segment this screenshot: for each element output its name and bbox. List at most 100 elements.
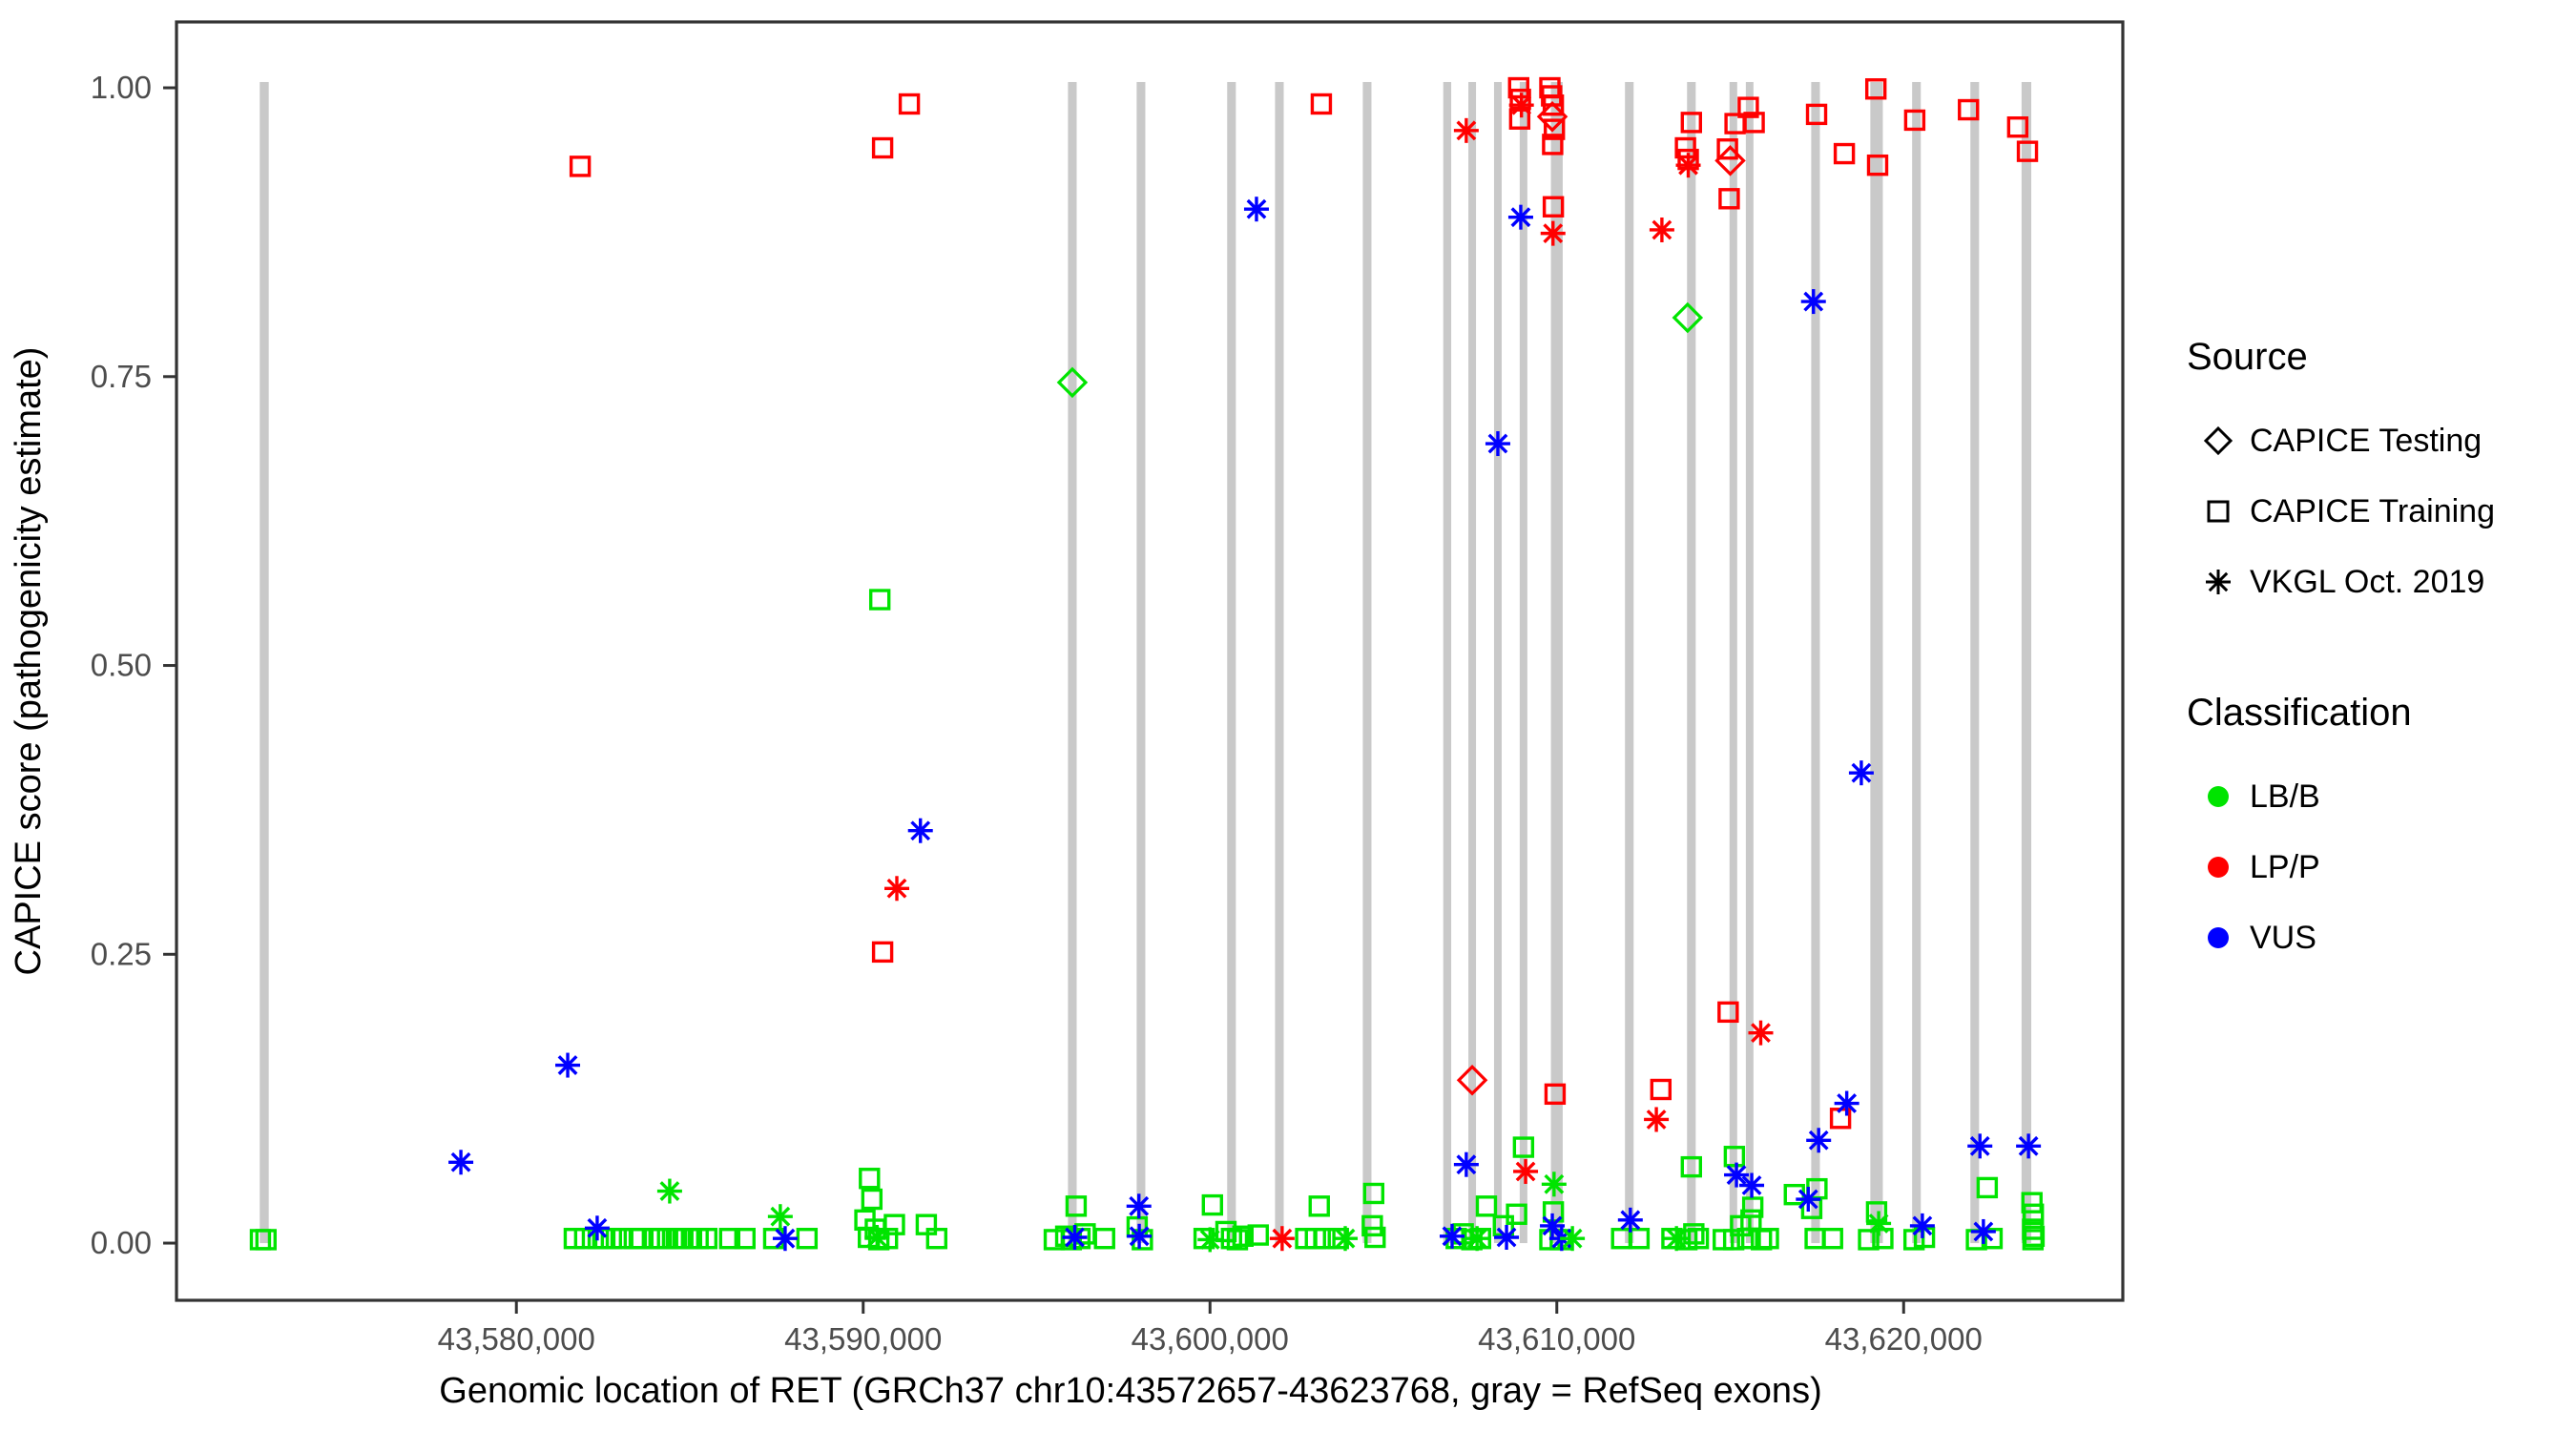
x-tick-label: 43,590,000 xyxy=(784,1321,942,1357)
data-point-square xyxy=(1542,196,1565,218)
data-point-square xyxy=(925,1228,948,1250)
y-axis-title: CAPICE score (pathogenicity estimate) xyxy=(9,347,49,976)
legend-item-vkgl: VKGL Oct. 2019 xyxy=(2187,547,2568,617)
refseq-exon-bar xyxy=(1745,81,1754,1244)
legend-item-vus: VUS xyxy=(2187,902,2568,973)
data-point-square xyxy=(1650,1078,1672,1101)
data-point-square xyxy=(1132,1229,1153,1251)
data-point-square xyxy=(1364,1226,1386,1249)
legend-item-label: LB/B xyxy=(2250,778,2320,815)
data-point-asterisk xyxy=(1453,117,1479,143)
data-point-asterisk xyxy=(1508,93,1534,118)
data-point-asterisk xyxy=(1796,1187,1821,1213)
data-point-asterisk xyxy=(1800,289,1826,315)
legend-spacer xyxy=(2187,617,2568,692)
legend-item-label: CAPICE Testing xyxy=(2250,422,2483,459)
refseq-exon-bar xyxy=(1550,81,1563,1244)
refseq-exon-bar xyxy=(1362,81,1372,1244)
data-point-asterisk xyxy=(584,1215,610,1241)
data-point-square xyxy=(2023,1225,2046,1247)
data-point-square xyxy=(871,136,894,159)
data-point-asterisk xyxy=(1675,153,1701,178)
data-point-square xyxy=(1737,96,1759,118)
data-point-square xyxy=(1757,1228,1779,1250)
data-point-square xyxy=(1226,1229,1249,1251)
data-point-square xyxy=(1093,1228,1115,1250)
data-point-asterisk xyxy=(907,818,933,843)
diamond-marker-icon xyxy=(2187,420,2250,462)
data-point-square xyxy=(1716,138,1738,160)
blue-dot-icon xyxy=(2187,917,2250,959)
data-point-square xyxy=(2006,116,2029,138)
data-point-asterisk xyxy=(1970,1218,1996,1244)
data-point-square xyxy=(1958,98,1980,121)
data-point-asterisk xyxy=(1197,1227,1223,1253)
data-point-asterisk xyxy=(1453,1151,1479,1177)
data-point-square xyxy=(1866,154,1889,176)
data-point-square xyxy=(1542,134,1564,156)
refseq-exon-bar xyxy=(1970,81,1980,1244)
data-point-asterisk xyxy=(1439,1223,1465,1249)
data-point-asterisk xyxy=(1333,1226,1359,1252)
data-point-asterisk xyxy=(1541,1172,1567,1197)
y-tick-label: 0.75 xyxy=(91,359,152,394)
refseq-exon-bar xyxy=(260,81,269,1244)
refseq-exon-bar xyxy=(1443,81,1452,1244)
data-point-square xyxy=(734,1228,756,1250)
data-point-asterisk xyxy=(1269,1226,1295,1252)
data-point-asterisk xyxy=(1485,431,1510,457)
data-point-square xyxy=(1506,1203,1527,1225)
data-point-diamond xyxy=(1714,145,1746,176)
data-point-asterisk xyxy=(1644,1107,1670,1132)
data-point-asterisk xyxy=(1866,1211,1892,1236)
data-point-square xyxy=(1680,112,1702,134)
legend-item-label: VKGL Oct. 2019 xyxy=(2250,563,2485,600)
data-point-square xyxy=(898,93,921,115)
data-point-asterisk xyxy=(656,1178,682,1204)
red-dot-icon xyxy=(2187,846,2250,888)
data-point-square xyxy=(1674,136,1696,159)
y-tick-label: 0.25 xyxy=(91,936,152,971)
legend: Source CAPICE Testing CAPICE Training xyxy=(2187,336,2568,973)
y-tick-label: 1.00 xyxy=(91,70,152,105)
data-point-square xyxy=(1542,93,1565,116)
refseq-exon-bar xyxy=(1729,81,1737,1244)
legend-item-label: LP/P xyxy=(2250,848,2320,885)
data-point-square xyxy=(796,1228,819,1250)
data-point-square xyxy=(1680,1155,1702,1178)
data-point-asterisk xyxy=(1540,1213,1566,1238)
data-point-square xyxy=(1741,1196,1764,1218)
data-point-asterisk xyxy=(1540,220,1566,246)
data-point-square xyxy=(1361,1214,1383,1237)
data-point-square xyxy=(859,1168,881,1190)
data-point-square xyxy=(1903,109,1926,132)
data-point-square xyxy=(1821,1228,1843,1250)
data-point-square xyxy=(1508,108,1531,130)
data-point-asterisk xyxy=(772,1226,798,1252)
x-tick-label: 43,600,000 xyxy=(1132,1321,1289,1357)
data-point-asterisk xyxy=(1909,1213,1935,1238)
legend-item-lpp: LP/P xyxy=(2187,832,2568,902)
data-point-asterisk xyxy=(1664,1226,1690,1252)
refseq-exon-bar xyxy=(1912,81,1922,1244)
data-point-asterisk xyxy=(767,1204,793,1230)
data-point-square xyxy=(2021,1192,2043,1213)
data-point-asterisk xyxy=(1494,1224,1520,1250)
data-point-asterisk xyxy=(1127,1223,1153,1249)
refseq-exon-bar xyxy=(1519,81,1527,1244)
data-point-square xyxy=(1544,1083,1567,1106)
data-point-square xyxy=(1475,1195,1498,1217)
data-point-asterisk xyxy=(1617,1207,1643,1233)
data-point-square xyxy=(1512,1136,1535,1158)
data-point-square xyxy=(1805,103,1828,126)
refseq-exon-bar xyxy=(1068,81,1077,1244)
x-tick-label: 43,620,000 xyxy=(1825,1321,1983,1357)
data-point-square xyxy=(1864,78,1887,100)
data-point-square xyxy=(2016,140,2039,162)
refseq-exon-bar xyxy=(1275,81,1284,1244)
data-point-asterisk xyxy=(1062,1224,1088,1250)
data-point-square xyxy=(1628,1228,1651,1250)
data-point-asterisk xyxy=(1739,1172,1765,1198)
